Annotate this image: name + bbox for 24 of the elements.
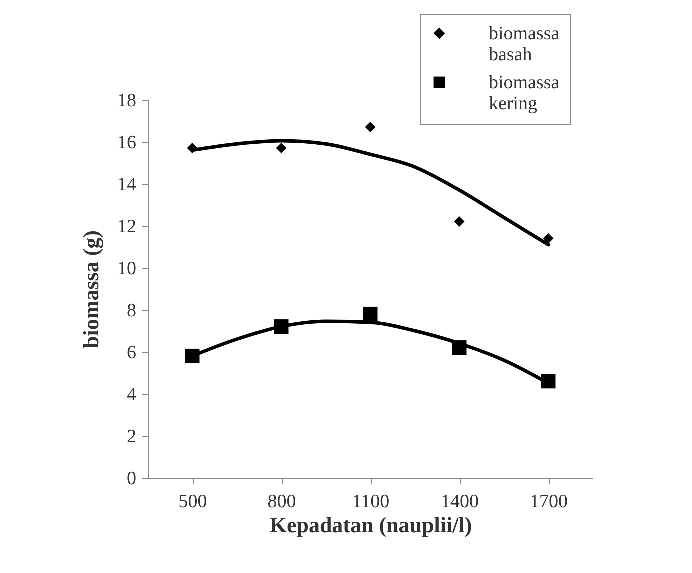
y-tick-label: 12 bbox=[118, 216, 136, 238]
x-tick-label: 500 bbox=[178, 492, 208, 512]
point bbox=[454, 216, 465, 228]
y-tick-label: 14 bbox=[118, 174, 137, 196]
y-tick-label: 2 bbox=[127, 426, 136, 448]
x-tick-label: 1400 bbox=[441, 492, 479, 512]
x-tick-label: 800 bbox=[268, 492, 296, 512]
y-axis-title: biomassa (g) bbox=[78, 230, 104, 348]
point bbox=[365, 122, 376, 133]
y-tick-label: 6 bbox=[127, 342, 136, 364]
x-tick-label: 1700 bbox=[530, 492, 568, 512]
point bbox=[276, 143, 287, 154]
y-tick-label: 8 bbox=[127, 300, 136, 322]
y-tick-label: 0 bbox=[127, 468, 136, 490]
y-tick-label: 10 bbox=[118, 258, 136, 280]
y-tick-label: 16 bbox=[118, 132, 136, 154]
y-tick-label: 4 bbox=[127, 384, 137, 406]
legend-label: biomassa basah bbox=[489, 24, 560, 66]
y-tick-label: 18 bbox=[118, 90, 136, 112]
point bbox=[363, 306, 378, 322]
legend-label: biomassa kering bbox=[489, 72, 560, 114]
point bbox=[543, 233, 554, 244]
x-tick-label: 1100 bbox=[352, 492, 390, 512]
x-axis-title: Kepadatan (nauplii/l) bbox=[270, 512, 472, 538]
